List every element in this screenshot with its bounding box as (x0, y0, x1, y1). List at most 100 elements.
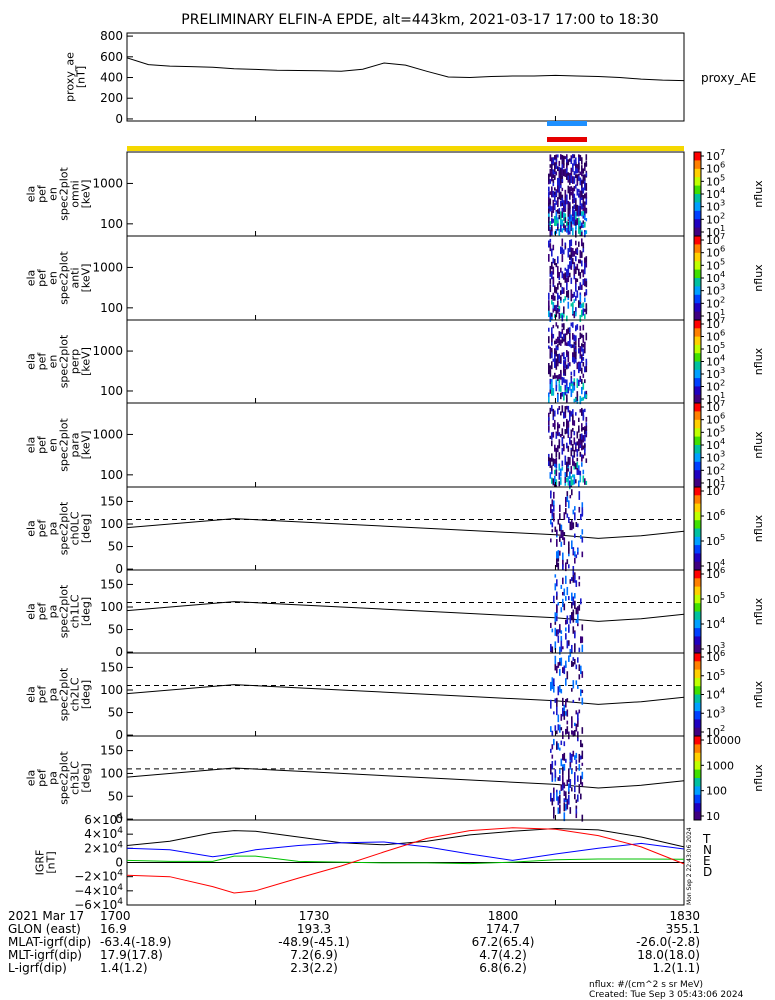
series-label: proxy_AE (701, 71, 756, 85)
spectrogram-pixel (584, 193, 586, 199)
spectrogram-pixel (558, 192, 561, 199)
spectrogram-pixel (558, 306, 561, 312)
spectrogram-pixel (564, 336, 567, 343)
spectrogram-pixel (557, 408, 559, 415)
spectrogram-pixel (554, 698, 557, 703)
spectrogram-pixel (558, 440, 561, 449)
spectrogram-pixel (554, 772, 557, 778)
spectrogram-pixel (551, 218, 553, 224)
spectrogram-pixel (560, 657, 563, 666)
spectrogram-pixel (575, 442, 577, 447)
spectrogram-pixel (557, 223, 559, 228)
spectrogram-pixel (553, 738, 555, 746)
spectrogram-pixel (575, 325, 577, 332)
row-value: 17.9(17.8) (100, 948, 163, 962)
spectrogram-pixel (554, 475, 556, 481)
y-tick-label: −6×104 (74, 897, 123, 912)
spectrogram-pixel (554, 760, 557, 766)
spectrogram-pixel (560, 584, 563, 589)
spectrogram-pixel (575, 580, 578, 587)
spectrogram-pixel (565, 562, 567, 572)
y-tick-label: 1000 (92, 260, 123, 274)
spectrogram-pixel (554, 372, 556, 379)
colorbar-segment (694, 611, 701, 621)
colorbar-segment (694, 811, 701, 821)
spectrogram-pixel (579, 225, 582, 230)
spectrogram-pixel (561, 200, 564, 207)
y-axis-label-line: [keV] (80, 347, 93, 376)
y-axis-label-line: en (47, 187, 60, 201)
spectrogram-pixel (554, 285, 556, 293)
spectrogram-pixel (572, 250, 574, 257)
spectrogram-pixel (573, 349, 576, 358)
spectrogram-pixel (551, 744, 554, 750)
spectrogram-pixel (578, 367, 580, 373)
colorbar-segment (694, 727, 701, 737)
spectrogram-pixel (556, 539, 558, 547)
spectrogram-pixel (581, 157, 583, 165)
spectrogram-pixel (563, 273, 565, 280)
spectrogram-pixel (573, 382, 576, 387)
y-tick-label: 150 (100, 577, 123, 591)
colorbar-tick-label: 106 (706, 507, 725, 523)
spectrogram-pixel (551, 440, 553, 447)
spectrogram-pixel (571, 730, 573, 735)
spectrogram-pixel (560, 532, 563, 539)
spectrogram-pixel (579, 443, 582, 449)
spectrogram-pixel (561, 447, 564, 455)
spectrogram-pixel (582, 414, 585, 421)
spectrogram-pixel (570, 476, 573, 483)
spectrogram-pixel (552, 293, 555, 301)
spectrogram-pixel (554, 412, 556, 417)
spectrogram-pixel (585, 208, 588, 213)
spectrogram-pixel (561, 460, 564, 467)
spectrogram-pixel (577, 685, 579, 689)
y-axis-label-line: spec2plot (58, 667, 71, 721)
colorbar-tick-label: 104 (706, 557, 725, 573)
spectrogram-pixel (548, 292, 550, 300)
spectrogram-pixel (572, 458, 574, 466)
y-axis-label-line: ela (25, 520, 38, 537)
spectrogram-pixel (554, 175, 556, 180)
spectrogram-pixel (563, 205, 565, 213)
spectrogram-pixel (551, 327, 553, 334)
spectrogram-pixel (577, 731, 579, 739)
spectrogram-pixel (554, 410, 556, 414)
spectrogram-pixel (569, 179, 571, 185)
spectrogram-pixel (566, 461, 568, 470)
spectrogram-pixel (574, 551, 576, 557)
spectrogram-pixel (571, 644, 573, 653)
spectrogram-pixel (570, 429, 573, 435)
spectrogram-pixel (578, 339, 580, 346)
colorbar-segment (694, 495, 701, 505)
spectrogram-pixel (564, 364, 567, 369)
colorbar-segment (694, 403, 701, 412)
spectrogram-pixel (557, 308, 559, 314)
panel-frame (126, 319, 685, 404)
spectrogram-pixel (567, 432, 570, 438)
spectrogram-pixel (550, 681, 552, 688)
spectrogram-pixel (585, 366, 588, 373)
colorbar-tick-label: 102 (706, 461, 725, 477)
spectrogram-pixel (561, 228, 564, 233)
spectrogram-pixel (570, 186, 573, 192)
spectrogram-pixel (559, 685, 561, 693)
spectrogram-pixel (566, 615, 569, 624)
spectrogram-pixel (554, 616, 557, 622)
spectrogram-pixel (560, 196, 562, 201)
spectrogram-pixel (573, 291, 576, 297)
spectrogram-pixel (555, 448, 558, 453)
y-axis-label-line: pef (36, 685, 49, 704)
spectrogram-pixel (565, 627, 567, 632)
y-tick-label: 150 (100, 744, 123, 758)
spectrogram-pixel (578, 259, 580, 264)
y-axis-label-line: perp (69, 349, 82, 374)
spectrogram-pixel (560, 211, 562, 216)
spectrogram-pixel (551, 206, 553, 211)
spectrogram-pixel (554, 419, 556, 427)
spectrogram-pixel (560, 296, 562, 301)
spectrogram-pixel (553, 505, 555, 512)
spectrogram-pixel (582, 309, 585, 316)
spectrogram-pixel (572, 474, 574, 478)
spectrogram-pixel (579, 441, 582, 445)
